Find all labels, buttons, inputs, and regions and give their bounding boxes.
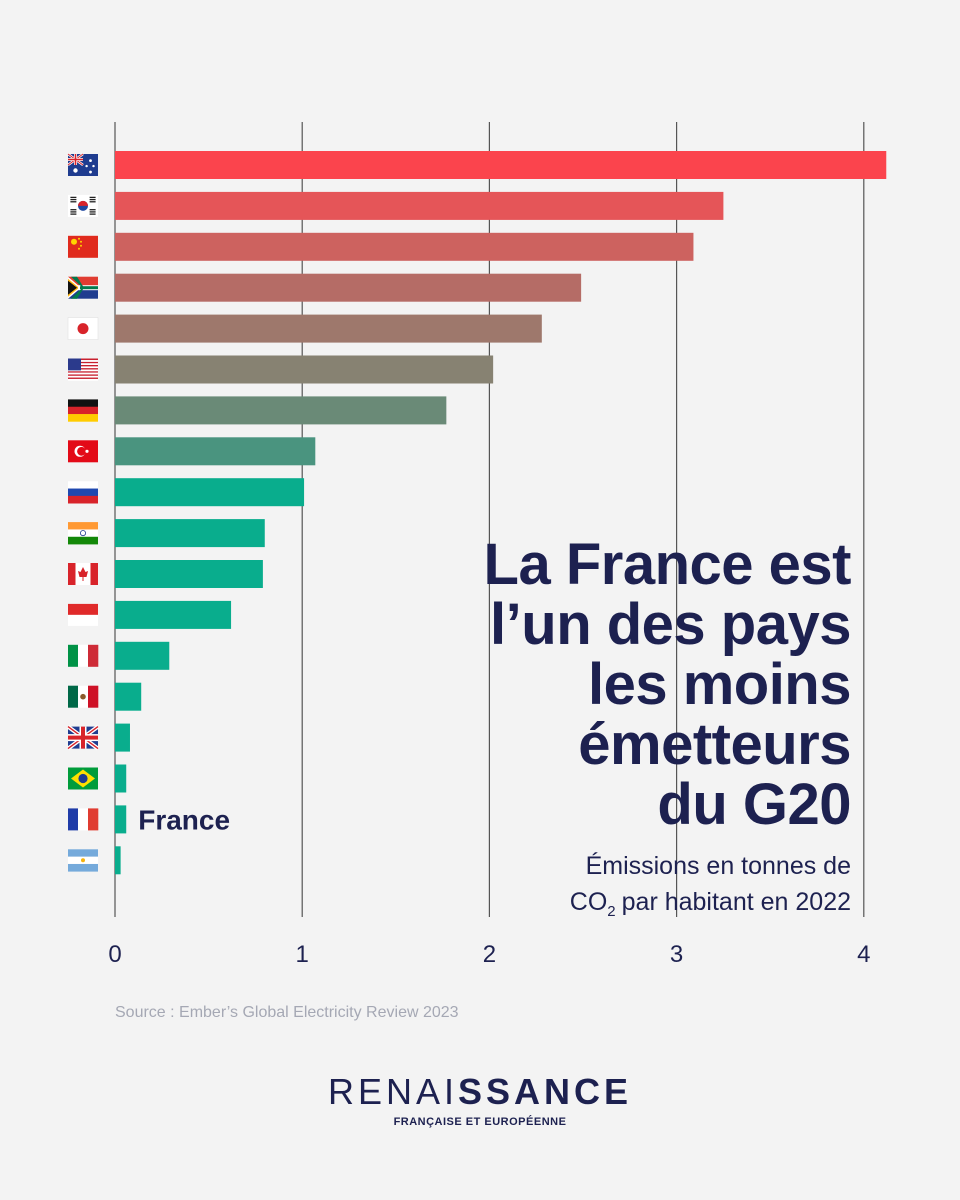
bar xyxy=(115,396,447,425)
flag-turkey-icon xyxy=(68,440,98,463)
subtitle-rest: par habitant en 2022 xyxy=(621,888,851,916)
bar xyxy=(115,478,305,507)
x-axis-ticks: 0 1 2 3 4 xyxy=(108,941,870,968)
flag-russia-icon xyxy=(68,481,98,504)
renaissance-logo: RENAISSANCE FRANÇAISE ET EUROPÉENNE xyxy=(0,1072,960,1129)
x-tick-label: 0 xyxy=(108,941,121,968)
bar xyxy=(115,355,494,384)
bar xyxy=(115,314,542,343)
subtitle-subscript: 2 xyxy=(607,903,616,920)
bar xyxy=(115,151,887,179)
bar xyxy=(115,232,694,261)
chart-subtitle: Émissions en tonnes de CO2 par habitant e… xyxy=(431,848,851,930)
bar xyxy=(115,519,265,548)
bar xyxy=(115,273,582,302)
flag-australia-icon xyxy=(67,152,98,176)
logo-tagline: FRANÇAISE ET EUROPÉENNE xyxy=(393,1116,567,1128)
bar xyxy=(115,600,232,629)
logo-bold: SSANCE xyxy=(458,1071,633,1112)
flag-france-icon xyxy=(68,808,99,831)
flag-south-africa-icon xyxy=(68,276,98,299)
flag-canada-icon xyxy=(68,563,98,585)
title-line: émetteurs xyxy=(578,712,851,777)
x-tick-label: 1 xyxy=(296,941,309,968)
flag-icons xyxy=(66,152,100,872)
source-note: Source : Ember’s Global Electricity Revi… xyxy=(115,1004,459,1021)
logo-wordmark: RENAISSANCE xyxy=(0,1072,960,1112)
flag-china-icon xyxy=(68,235,98,258)
bar xyxy=(115,682,142,711)
x-tick-label: 3 xyxy=(670,941,683,968)
bar xyxy=(115,846,121,875)
bar xyxy=(115,764,127,793)
flag-brazil-icon xyxy=(68,767,98,790)
x-tick-label: 2 xyxy=(483,941,496,968)
title-line: du G20 xyxy=(657,772,851,837)
bar xyxy=(115,437,316,466)
bar xyxy=(115,560,263,588)
subtitle-co: CO xyxy=(569,888,608,916)
bar xyxy=(115,641,170,670)
flag-italy-icon xyxy=(68,644,99,667)
flag-mexico-icon xyxy=(68,685,99,708)
france-label: France xyxy=(138,804,230,835)
chart-title: La France est l’un des pays les moins ém… xyxy=(391,532,852,837)
flag-japan-icon xyxy=(67,317,99,340)
flag-argentina-icon xyxy=(68,849,98,872)
bar xyxy=(115,191,724,220)
title-line: les moins xyxy=(587,652,852,717)
flag-germany-icon xyxy=(68,399,98,422)
flag-indonesia-icon xyxy=(68,603,98,626)
logo-light: RENAI xyxy=(327,1071,458,1112)
title-line: La France est xyxy=(483,532,852,597)
bar xyxy=(115,723,130,752)
bar xyxy=(115,805,127,834)
bar-chart: 0 1 2 3 4 France xyxy=(66,122,887,968)
flag-uk-icon xyxy=(66,724,100,751)
flag-india-icon xyxy=(68,522,98,545)
title-line: l’un des pays xyxy=(490,592,851,657)
bars xyxy=(115,151,887,875)
subtitle-line-2: CO2 par habitant en 2022 xyxy=(431,884,851,930)
flag-usa-icon xyxy=(68,358,98,381)
subtitle-line-1: Émissions en tonnes de xyxy=(585,852,851,880)
flag-south-korea-icon xyxy=(68,194,98,217)
x-tick-label: 4 xyxy=(857,941,870,968)
